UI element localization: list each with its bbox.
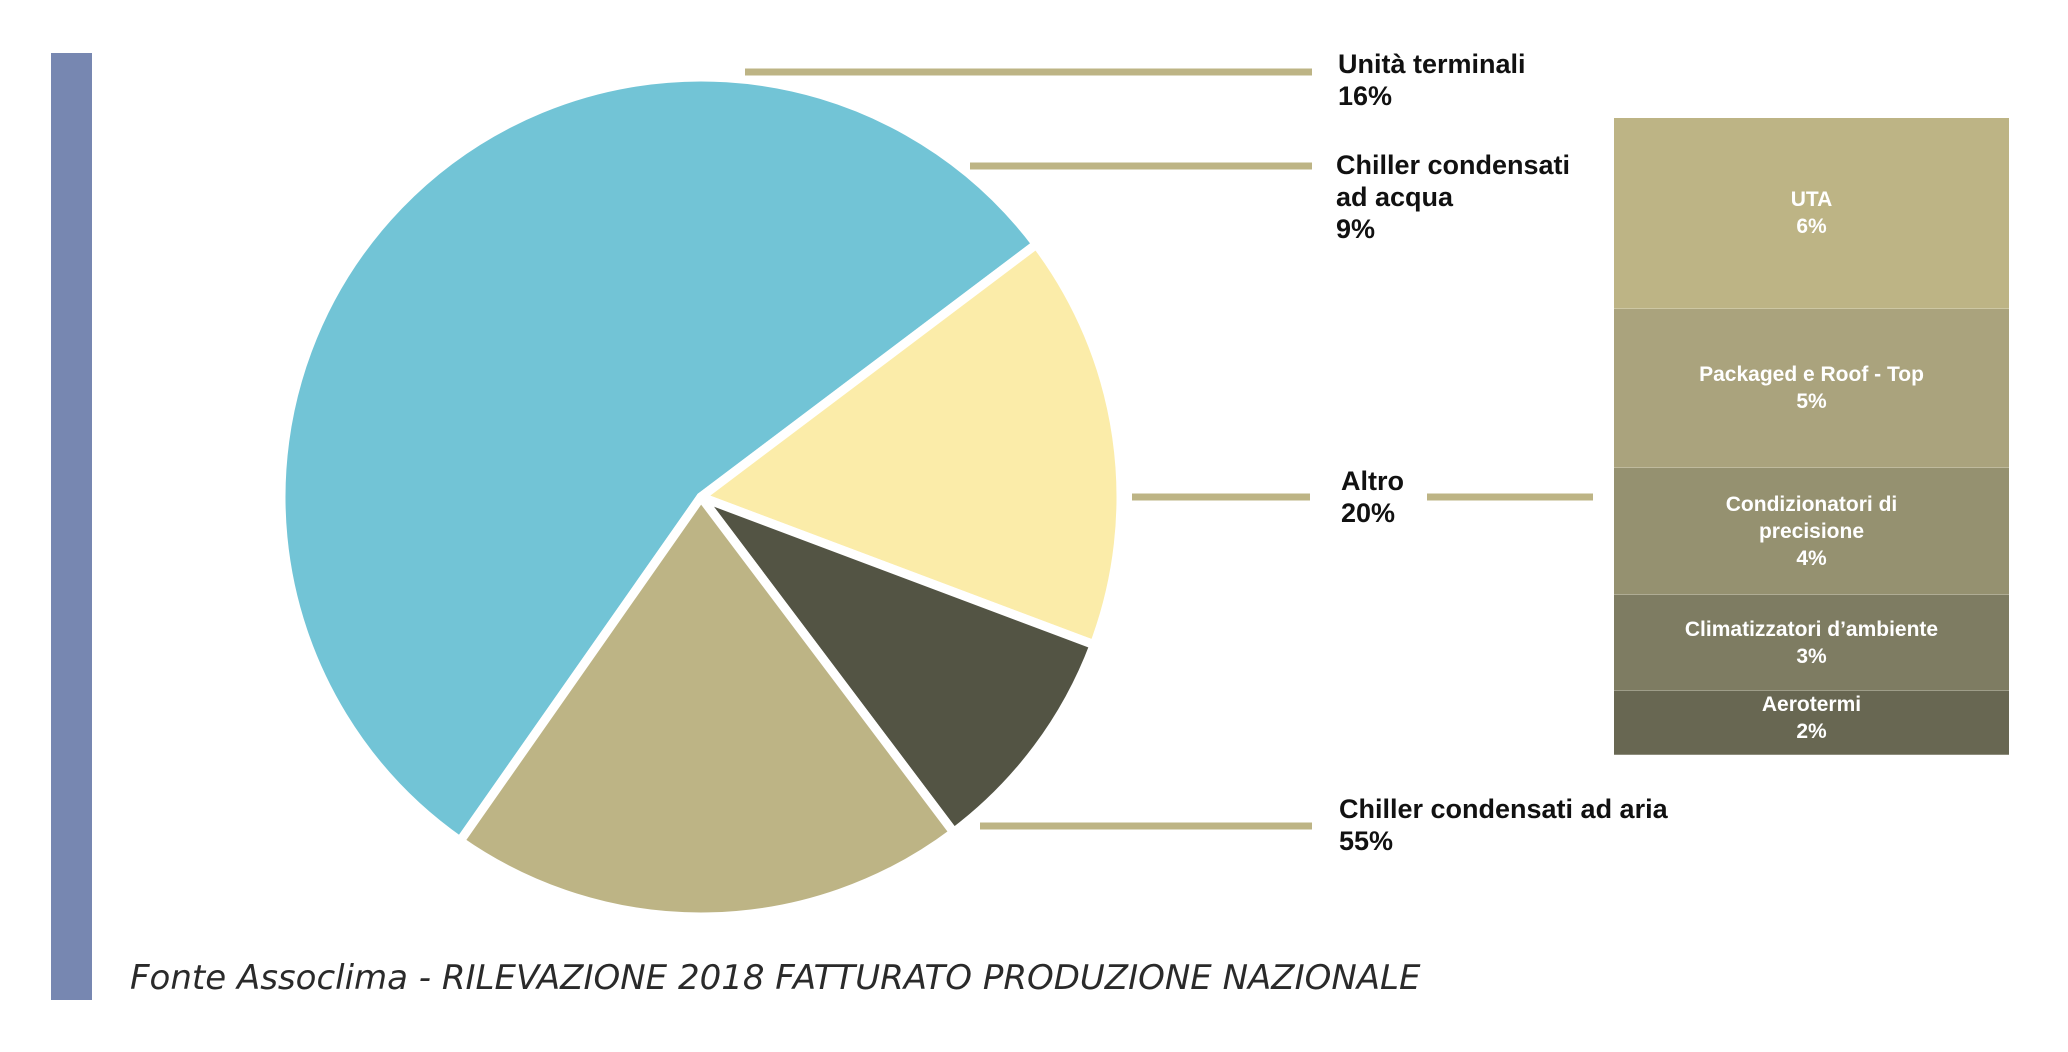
pie-slice-chiller-acqua	[696, 492, 1099, 837]
stack-segment-climatizzatori-ambiente: Climatizzatori d’ambiente 3%	[1614, 595, 2009, 691]
segment-category-label: Packaged e Roof - Top	[1699, 363, 1924, 386]
slice-value-label: 55%	[1339, 826, 1394, 856]
segment-category-label: Condizionatori di precisione	[1725, 492, 1898, 543]
stack-segment-aerotermi: Aerotermi 2%	[1614, 691, 2009, 755]
segment-category-label: Climatizzatori d’ambiente	[1684, 617, 1939, 641]
slice-label: Chiller condensati ad aria	[1339, 794, 1668, 824]
slice-value-label: 9%	[1336, 214, 1376, 244]
callout-unita-terminali: Unità terminali 16%	[1338, 48, 1526, 112]
slice-value-label: 16%	[1338, 81, 1393, 111]
source-footnote: Fonte Assoclima - RILEVAZIONE 2018 FATTU…	[130, 958, 1421, 998]
pie-slice-unita-terminali	[696, 239, 1126, 650]
stack-segment-packaged-roof-top: Packaged e Roof - Top 5%	[1614, 309, 2009, 468]
segment-value-label: 2%	[1796, 720, 1827, 743]
slice-label: Chiller condensati ad acqua	[1336, 150, 1571, 212]
pie-slice-altro	[455, 492, 959, 922]
callout-altro: Altro 20%	[1341, 465, 1404, 529]
altro-breakdown-stack: UTA 6% Packaged e Roof - Top 5% Condizionato…	[1614, 118, 2009, 755]
segment-category-label: Aerotermi	[1761, 693, 1862, 716]
side-accent-bar	[51, 53, 92, 1000]
stack-segment-uta: UTA 6%	[1614, 118, 2009, 309]
pie-slice-chiller-aria	[276, 72, 1041, 846]
slice-label: Unità terminali	[1338, 49, 1526, 79]
segment-category-label: UTA	[1790, 188, 1833, 211]
stack-segment-condizionatori-precisione: Condizionatori di precisione 4%	[1614, 468, 2009, 595]
segment-value-label: 4%	[1796, 546, 1827, 570]
segment-value-label: 6%	[1796, 215, 1827, 238]
slice-label: Altro	[1341, 466, 1404, 496]
segment-value-label: 5%	[1796, 390, 1827, 413]
callout-chiller-acqua: Chiller condensati ad acqua 9%	[1336, 149, 1596, 245]
callout-chiller-aria: Chiller condensati ad aria 55%	[1339, 793, 1668, 857]
segment-value-label: 3%	[1796, 644, 1827, 668]
slice-value-label: 20%	[1341, 498, 1396, 528]
